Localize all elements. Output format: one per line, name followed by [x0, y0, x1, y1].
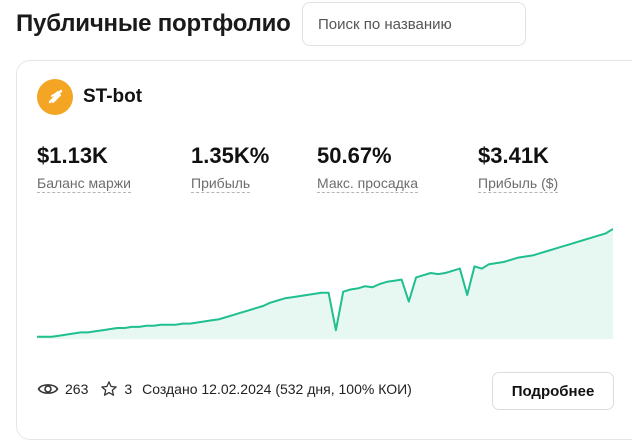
chart-line — [37, 228, 613, 338]
search-input[interactable] — [302, 2, 526, 46]
portfolio-card[interactable]: ST-bot $1.13K Баланс маржи 1.35K% Прибыл… — [16, 60, 632, 440]
metric-profit-usd: $3.41K Прибыль ($) — [478, 143, 559, 193]
bot-header: ST-bot — [37, 79, 142, 115]
created-info: Создано 12.02.2024 (532 дня, 100% КОИ) — [142, 381, 412, 397]
metric-profit-percent: 1.35K% Прибыль — [191, 143, 269, 193]
bot-avatar-icon — [37, 79, 73, 115]
chart-area — [37, 229, 613, 339]
metric-value: 1.35K% — [191, 143, 270, 168]
metric-value: $3.41K — [478, 143, 549, 168]
metric-margin-balance: $1.13K Баланс маржи — [37, 143, 131, 193]
metric-label: Прибыль ($) — [478, 175, 559, 193]
page-title: Публичные портфолио — [16, 10, 291, 37]
star-icon[interactable] — [100, 380, 118, 398]
bot-name: ST-bot — [83, 86, 143, 107]
metric-label: Баланс маржи — [37, 175, 131, 193]
metric-max-drawdown: 50.67% Макс. просадка — [317, 143, 418, 193]
stars-count: 3 — [124, 381, 133, 397]
metric-value: 50.67% — [317, 143, 392, 168]
metric-value: $1.13K — [37, 143, 108, 168]
metric-label: Макс. просадка — [317, 175, 418, 193]
eye-icon — [37, 381, 59, 397]
feather-logo-icon — [48, 89, 63, 104]
details-button[interactable]: Подробнее — [492, 372, 614, 410]
views-count: 263 — [65, 381, 89, 397]
metric-label: Прибыль — [191, 175, 251, 193]
pnl-chart — [37, 228, 613, 339]
card-footer: 263 3 Создано 12.02.2024 (532 дня, 100% … — [37, 380, 412, 398]
